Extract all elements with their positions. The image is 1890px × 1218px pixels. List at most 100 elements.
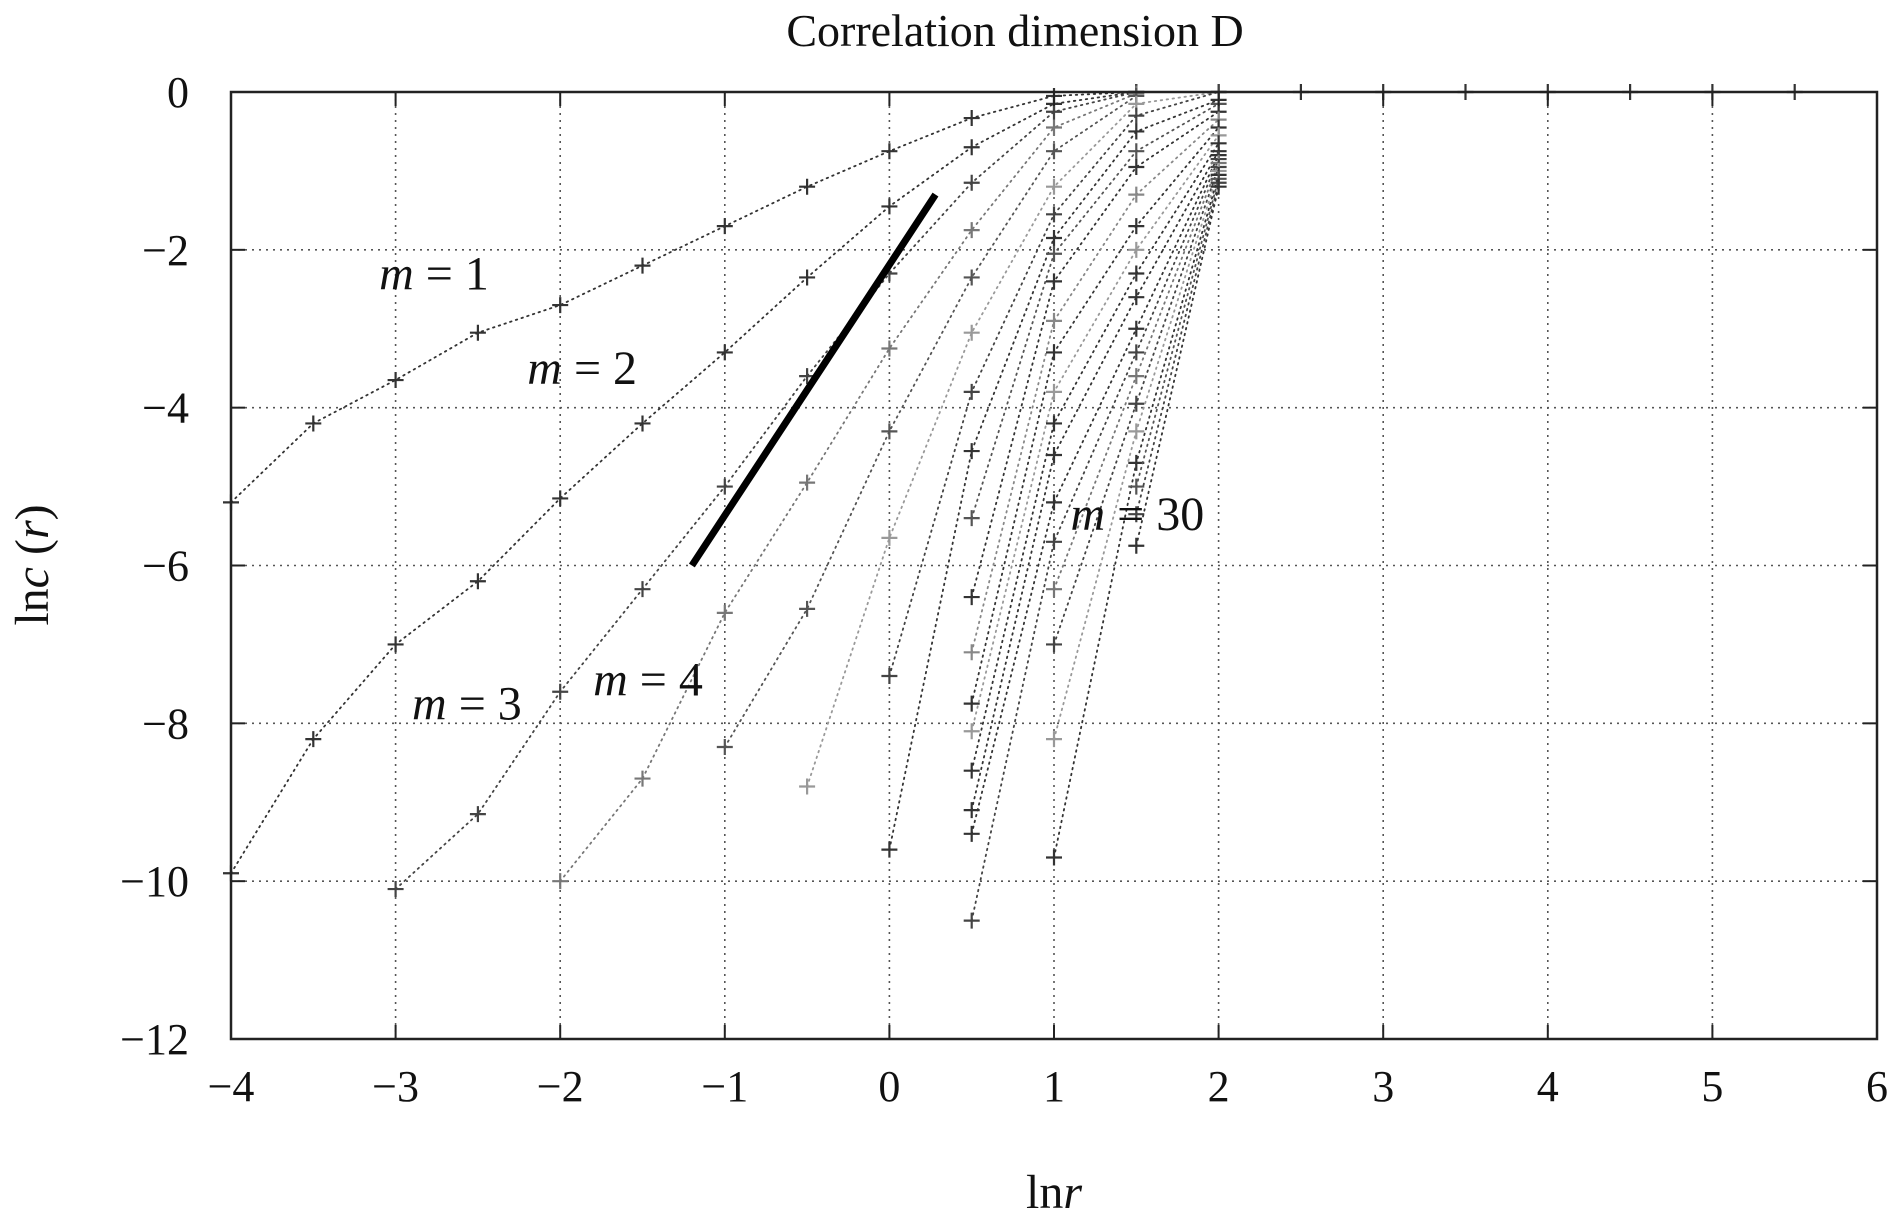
data-point xyxy=(881,423,898,440)
data-point xyxy=(1128,537,1145,554)
data-point xyxy=(799,474,816,491)
x-tick-label: 5 xyxy=(1701,1062,1723,1111)
data-point xyxy=(799,269,816,286)
data-point xyxy=(1128,368,1145,385)
data-point xyxy=(963,510,980,527)
data-point xyxy=(963,222,980,239)
grid xyxy=(231,92,1877,1039)
data-point xyxy=(799,778,816,795)
data-point xyxy=(1046,312,1062,329)
data-point xyxy=(1128,265,1145,282)
data-point xyxy=(963,644,980,661)
data-point xyxy=(1128,107,1145,124)
data-point xyxy=(1046,178,1062,195)
data-point xyxy=(1128,158,1145,175)
data-point xyxy=(1210,178,1227,195)
annotation-label: m = 4 xyxy=(593,654,703,707)
data-point xyxy=(1128,218,1145,235)
x-tick-label: 0 xyxy=(878,1062,900,1111)
data-point xyxy=(716,344,733,361)
series-line xyxy=(230,91,1796,504)
fit-line-group xyxy=(688,192,939,568)
data-point xyxy=(1128,241,1145,258)
data-point xyxy=(881,198,898,215)
data-point xyxy=(1128,123,1145,140)
data-point xyxy=(963,723,980,740)
data-point xyxy=(552,873,569,890)
x-tick-label: −2 xyxy=(537,1062,584,1111)
data-point xyxy=(963,269,980,286)
data-point xyxy=(716,739,733,756)
data-point xyxy=(963,912,980,929)
data-point xyxy=(963,825,980,842)
y-axis-label-prefix: ln xyxy=(6,588,59,625)
y-axis-label-close: ) xyxy=(6,504,59,520)
annotation-label: m = 3 xyxy=(412,677,522,730)
data-point xyxy=(552,297,569,314)
series-line xyxy=(970,158,1220,922)
x-axis-label-var: r xyxy=(1063,1166,1082,1218)
x-tick-label: −1 xyxy=(701,1062,748,1111)
series-line xyxy=(970,134,1220,733)
data-point xyxy=(1128,506,1145,523)
y-tick-label: −12 xyxy=(120,1015,189,1064)
data-point xyxy=(1046,206,1062,223)
annotation-label: m = 2 xyxy=(527,342,637,395)
series-line xyxy=(394,91,1138,890)
data-point xyxy=(1128,186,1145,203)
data-point xyxy=(881,841,898,858)
data-point xyxy=(1046,383,1062,400)
annotation-group: m = 1 m = 2 m = 3 m = 4 m = 30 xyxy=(379,247,1204,730)
x-tick-label: 2 xyxy=(1208,1062,1230,1111)
data-point xyxy=(1128,395,1145,412)
y-tick-label: 0 xyxy=(167,68,189,117)
annotation-label: m = 1 xyxy=(379,247,489,300)
x-tick-label: 6 xyxy=(1866,1062,1888,1111)
chart-title: Correlation dimension D xyxy=(786,5,1243,56)
data-point xyxy=(799,178,816,195)
data-point xyxy=(881,667,898,684)
data-point xyxy=(963,589,980,606)
y-axis-label-open: ( xyxy=(6,539,59,567)
y-tick-label: −8 xyxy=(142,699,189,748)
data-point xyxy=(963,695,980,712)
data-point xyxy=(1046,731,1062,748)
x-tick-label: 1 xyxy=(1043,1062,1065,1111)
data-point xyxy=(1128,289,1145,306)
annotation-label: m = 30 xyxy=(1070,488,1204,541)
data-point xyxy=(799,600,816,617)
data-point xyxy=(469,573,486,590)
data-point xyxy=(1046,533,1062,550)
data-point xyxy=(1128,454,1145,471)
x-tick-label: 4 xyxy=(1537,1062,1559,1111)
x-tick-label: 3 xyxy=(1372,1062,1394,1111)
y-axis-label: lnc (r) xyxy=(6,504,59,625)
y-tick-label: −10 xyxy=(120,857,189,906)
data-point xyxy=(963,762,980,779)
data-point xyxy=(387,881,404,898)
data-point xyxy=(716,604,733,621)
data-point xyxy=(1046,581,1062,598)
data-point xyxy=(552,683,569,700)
y-axis-label-var: c xyxy=(6,567,59,588)
data-point xyxy=(963,324,980,341)
y-tick-label: −4 xyxy=(142,384,189,433)
series-line xyxy=(970,126,1220,705)
series-line xyxy=(1135,177,1220,488)
data-point xyxy=(1046,447,1062,464)
data-point xyxy=(469,806,486,823)
data-point xyxy=(1046,273,1062,290)
data-point xyxy=(1128,423,1145,440)
fit-line xyxy=(688,192,939,568)
data-point xyxy=(963,139,980,156)
series-line xyxy=(970,150,1220,811)
axis-ticks: −4 −3 −2 −1 0 1 2 3 4 5 60−2−4−6−8−10−12 xyxy=(120,68,1888,1111)
data-series-group xyxy=(223,84,1803,929)
series-line xyxy=(970,102,1220,520)
x-axis-label-prefix: ln xyxy=(1026,1166,1063,1218)
data-point xyxy=(881,143,898,160)
data-point xyxy=(387,372,404,389)
data-point xyxy=(305,731,322,748)
data-point xyxy=(1046,849,1062,866)
